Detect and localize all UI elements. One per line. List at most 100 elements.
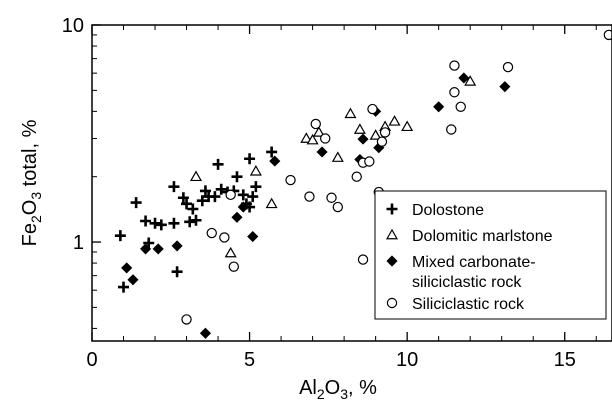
mixed-rock-point	[357, 133, 369, 145]
dolostone-point	[155, 219, 167, 231]
legend-label: Dolostone	[412, 202, 484, 219]
dolostone-point	[250, 181, 262, 193]
siliciclastic-point	[304, 191, 315, 202]
x-title-rest-2: , %	[348, 377, 377, 399]
siliciclastic-point	[332, 201, 344, 213]
dolostone-point	[168, 217, 180, 229]
siliciclastic-point	[379, 127, 391, 138]
data-points	[114, 29, 612, 339]
siliciclastic-point	[326, 192, 337, 203]
legend-label: siliciclastic rock	[412, 274, 522, 291]
legend-marker-marlstone	[385, 228, 399, 240]
legend-label: Dolomitic marlstone	[412, 228, 553, 245]
dolostone-point	[118, 281, 130, 293]
mixed-rock-point	[171, 240, 183, 252]
x-tick-label: 5	[244, 349, 255, 371]
siliciclastic-point	[603, 29, 612, 41]
dolostone-point	[190, 214, 202, 226]
marlstone-point	[369, 129, 382, 140]
mixed-rock-point	[127, 274, 139, 286]
legend: Dolostone Dolomitic marlstone Mixed carbon…	[374, 190, 607, 320]
marlstone-point	[306, 133, 319, 145]
siliciclastic-point	[455, 101, 466, 112]
dolostone-point	[114, 230, 126, 242]
dolostone-point	[171, 266, 183, 278]
dolostone-point	[140, 215, 152, 227]
axis-ticks	[91, 24, 597, 341]
legend-label: Siliciclastic rock	[412, 296, 525, 313]
mixed-rock-point	[199, 327, 212, 339]
dolostone-point	[247, 191, 259, 203]
x-title-rest: O	[325, 377, 341, 399]
dolostone-point	[199, 185, 211, 197]
siliciclastic-point	[364, 156, 375, 167]
siliciclastic-point	[446, 124, 457, 135]
siliciclastic-point	[367, 103, 378, 115]
siliciclastic-point	[449, 60, 460, 71]
mixed-rock-point	[316, 146, 328, 158]
marlstone-point	[312, 126, 325, 137]
dolostone-point	[212, 158, 224, 170]
legend-items: Dolostone Dolomitic marlstone Mixed carbon…	[385, 202, 553, 313]
dolostone-point	[177, 192, 189, 204]
mixed-rock-point	[269, 155, 281, 167]
x-title-subscript-3: 3	[340, 386, 348, 401]
y-title-subscript: 2	[28, 215, 44, 223]
dolostone-point	[231, 171, 243, 183]
y-title-subscript-3: 3	[28, 192, 44, 200]
legend-marker-dolostone	[386, 203, 398, 215]
dolostone-point	[209, 191, 221, 203]
siliciclastic-point	[181, 314, 192, 325]
siliciclastic-point	[285, 174, 296, 186]
x-axis-title: Al2O3, %	[299, 377, 377, 401]
y-tick-label: 1	[73, 232, 84, 254]
dolostone-point	[244, 153, 256, 165]
mixed-rock-point	[237, 201, 249, 213]
plot-frame	[91, 24, 612, 342]
marlstone-point	[224, 246, 237, 258]
siliciclastic-point	[320, 133, 331, 144]
marlstone-point	[189, 170, 203, 182]
marlstone-point	[464, 75, 477, 86]
siliciclastic-point	[206, 227, 217, 239]
marlstone-point	[344, 107, 357, 119]
mixed-rock-point	[140, 243, 152, 255]
legend-label: Mixed carbonate-	[412, 254, 536, 271]
tick-labels: 0 5 10 15 1 10	[62, 15, 576, 371]
dolostone-point	[181, 198, 193, 210]
mixed-rock-point	[152, 243, 164, 255]
marlstone-point	[265, 197, 278, 209]
y-axis-title: Fe2O3 total, %	[19, 119, 44, 246]
marlstone-point	[300, 132, 313, 143]
dolostone-point	[130, 197, 142, 209]
y-title-rest-2: total, %	[19, 119, 41, 191]
x-tick-label: 15	[554, 349, 576, 371]
siliciclastic-point	[228, 261, 240, 272]
dolostone-point	[184, 216, 196, 228]
dolostone-point	[215, 183, 227, 195]
dolostone-point	[237, 189, 249, 201]
dolostone-point	[196, 195, 208, 207]
siliciclastic-point	[351, 171, 362, 182]
marlstone-point	[353, 123, 366, 134]
mixed-rock-point	[247, 230, 259, 243]
siliciclastic-point	[376, 136, 388, 147]
marlstone-point	[401, 120, 414, 132]
legend-marker-mixed-rock	[386, 255, 398, 267]
mixed-rock-point	[458, 72, 470, 84]
dolostone-point	[168, 181, 180, 193]
dolostone-point	[187, 203, 199, 215]
siliciclastic-point	[310, 118, 321, 130]
siliciclastic-point	[502, 61, 514, 73]
marlstone-point	[331, 151, 344, 162]
legend-marker-siliciclastic	[386, 297, 398, 309]
x-title-subscript: 2	[317, 386, 325, 401]
marlstone-point	[249, 165, 262, 176]
mixed-rock-point	[231, 211, 243, 223]
legend-box	[374, 190, 607, 320]
mixed-rock-point	[121, 262, 133, 274]
siliciclastic-point	[219, 232, 230, 243]
siliciclastic-point	[357, 254, 369, 265]
marlstone-point	[388, 115, 401, 126]
